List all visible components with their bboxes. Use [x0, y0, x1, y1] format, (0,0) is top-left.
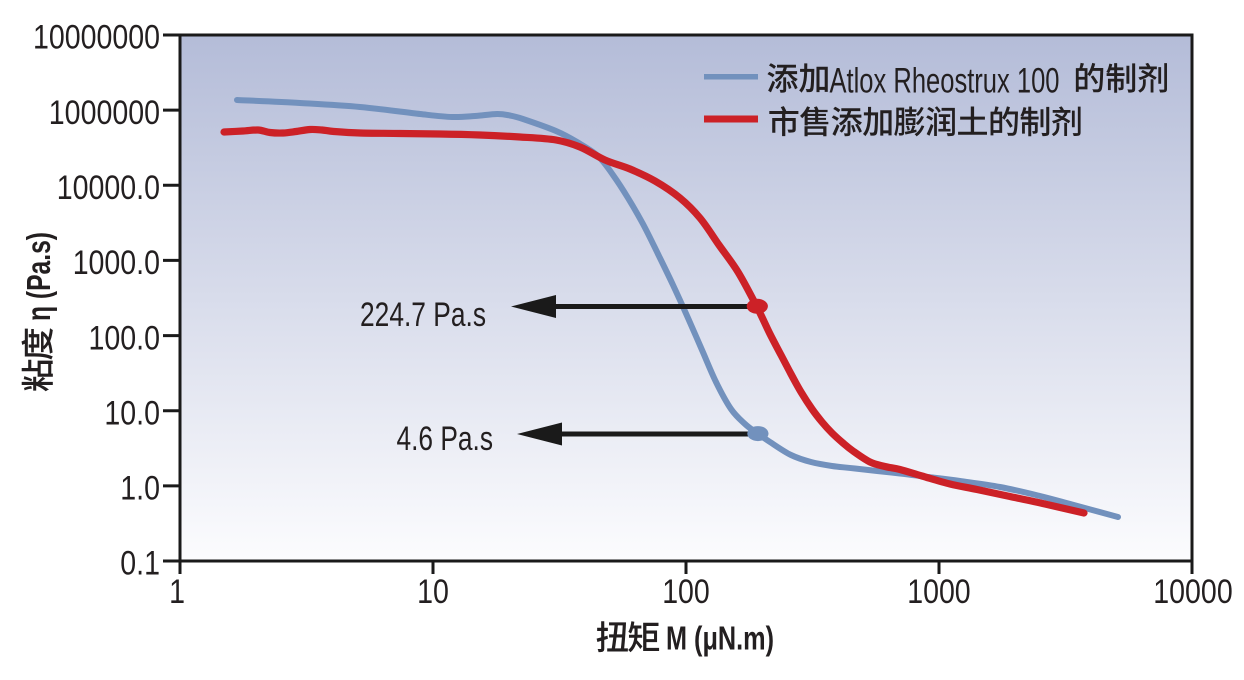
svg-text:1: 1 [169, 573, 185, 611]
svg-text:1000000: 1000000 [49, 94, 160, 132]
svg-text:1000: 1000 [907, 573, 971, 611]
svg-text:100: 100 [662, 573, 710, 611]
svg-text:4.6 Pa.s: 4.6 Pa.s [397, 420, 494, 458]
svg-text:Atlox Rheostrux 100: Atlox Rheostrux 100 [830, 61, 1060, 100]
svg-text:10000000: 10000000 [33, 19, 160, 57]
svg-text:10000.0: 10000.0 [57, 169, 160, 207]
svg-text:M (μN.m): M (μN.m) [666, 620, 774, 657]
svg-text:1.0: 1.0 [120, 470, 160, 508]
svg-text:1000.0: 1000.0 [73, 244, 160, 282]
svg-text:100.0: 100.0 [89, 319, 161, 357]
svg-text:224.7 Pa.s: 224.7 Pa.s [360, 296, 486, 334]
svg-text:10000: 10000 [1153, 573, 1232, 611]
svg-text:η (Pa.s): η (Pa.s) [20, 232, 57, 321]
svg-text:10.0: 10.0 [104, 394, 160, 432]
svg-text:0.1: 0.1 [120, 545, 160, 583]
svg-text:10: 10 [417, 573, 449, 611]
